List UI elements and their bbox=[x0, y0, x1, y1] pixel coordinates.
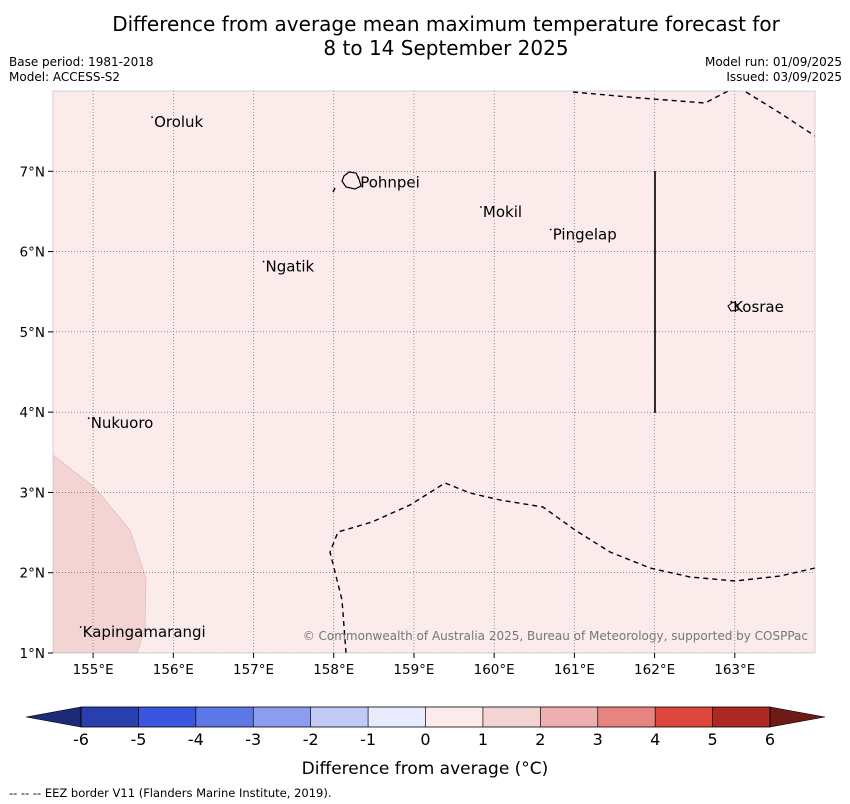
colorbar-tick-label: -6 bbox=[73, 730, 89, 749]
colorbar-label: Difference from average (°C) bbox=[302, 759, 549, 779]
island-marker-pohnpei bbox=[357, 176, 360, 179]
colorbar-tick-label: 5 bbox=[707, 730, 717, 749]
colorbar-tick-label: 6 bbox=[765, 730, 775, 749]
colorbar-swatch bbox=[81, 707, 139, 727]
issued-date: Issued: 03/09/2025 bbox=[726, 70, 842, 84]
place-label-pingelap: Pingelap bbox=[553, 226, 617, 244]
colorbar-tick-label: -2 bbox=[303, 730, 319, 749]
island-marker-kapingamarangi bbox=[79, 626, 82, 628]
model-name: Model: ACCESS-S2 bbox=[9, 70, 121, 84]
lon-tick-label: 156°E bbox=[153, 662, 194, 678]
colorbar-swatch bbox=[482, 707, 541, 727]
island-marker-mokil bbox=[480, 206, 482, 208]
place-label-kapingamarangi: Kapingamarangi bbox=[83, 623, 206, 641]
island-marker-ngatik bbox=[262, 260, 265, 263]
place-label-kosrae: Kosrae bbox=[733, 298, 784, 316]
lat-tick-label: 5°N bbox=[20, 325, 45, 341]
lat-tick-label: 3°N bbox=[20, 485, 45, 501]
colorbar-swatch bbox=[597, 707, 656, 727]
colorbar-swatch bbox=[540, 707, 599, 727]
axis-tick-labels: 155°E 156°E 157°E 158°E 159°E 160°E 161°E 162°E… bbox=[20, 164, 756, 678]
island-marker-pingelap bbox=[549, 228, 552, 231]
map-frame bbox=[52, 90, 816, 654]
pohnpei-island-outline bbox=[341, 171, 362, 190]
lon-tick-label: 158°E bbox=[313, 662, 354, 678]
colorbar: -6 -5 -4 -3 -2 -1 0 1 2 3 4 5 6 bbox=[25, 706, 826, 749]
colorbar-swatch bbox=[310, 707, 369, 727]
colorbar-swatch bbox=[195, 707, 254, 727]
island-marker-oroluk bbox=[151, 116, 153, 119]
colorbar-swatch bbox=[368, 707, 426, 727]
colorbar-tick-label: 4 bbox=[650, 730, 660, 749]
lon-tick-label: 155°E bbox=[73, 662, 114, 678]
meta-right: Model run: 01/09/2025 Issued: 03/09/2025 bbox=[705, 55, 842, 85]
island-marker-nukuoro bbox=[87, 417, 90, 420]
base-period: Base period: 1981-2018 bbox=[9, 55, 154, 69]
lon-tick-label: 157°E bbox=[233, 662, 274, 678]
island-marker-kosrae bbox=[730, 300, 733, 303]
place-label-mokil: Mokil bbox=[483, 203, 522, 221]
lat-tick-label: 4°N bbox=[20, 405, 45, 421]
map-background bbox=[53, 91, 815, 653]
colorbar-swatch bbox=[712, 707, 771, 727]
colorbar-outline bbox=[80, 706, 771, 728]
eez-border-stub bbox=[332, 187, 336, 193]
colorbar-tick-label: -4 bbox=[188, 730, 204, 749]
lat-tick-label: 2°N bbox=[20, 566, 45, 582]
lon-tick-label: 161°E bbox=[554, 662, 595, 678]
kosrae-island-outline bbox=[727, 301, 739, 312]
colorbar-swatch bbox=[138, 707, 197, 727]
title-line-1: Difference from average mean maximum tem… bbox=[112, 12, 780, 36]
lon-tick-label: 163°E bbox=[714, 662, 755, 678]
colorbar-tick-label: 3 bbox=[593, 730, 603, 749]
meta-left: Base period: 1981-2018 Model: ACCESS-S2 bbox=[9, 55, 154, 85]
graticule bbox=[53, 91, 815, 653]
colorbar-over-arrow bbox=[769, 706, 826, 728]
model-run: Model run: 01/09/2025 bbox=[704, 55, 842, 69]
chart-title: Difference from average mean maximum tem… bbox=[0, 12, 850, 60]
warm-anomaly-region bbox=[53, 454, 147, 653]
colorbar-tick-label: 1 bbox=[478, 730, 488, 749]
lon-tick-label: 162°E bbox=[634, 662, 675, 678]
colorbar-tick-label: 0 bbox=[420, 730, 430, 749]
lat-tick-label: 6°N bbox=[20, 245, 45, 261]
colorbar-tick-label: -1 bbox=[360, 730, 376, 749]
eez-border-northeast bbox=[745, 91, 815, 137]
colorbar-tick-label: -3 bbox=[245, 730, 261, 749]
place-labels: Oroluk Pohnpei Mokil Pingelap Ngatik Kosrae Nu… bbox=[79, 113, 784, 641]
eez-border-north bbox=[572, 91, 730, 104]
copyright-notice: © Commonwealth of Australia 2025, Bureau… bbox=[303, 629, 808, 643]
colorbar-swatch bbox=[655, 707, 713, 727]
place-label-oroluk: Oroluk bbox=[154, 113, 203, 131]
lat-tick-label: 7°N bbox=[20, 164, 45, 180]
title-line-2: 8 to 14 September 2025 bbox=[323, 36, 569, 60]
colorbar-swatch bbox=[425, 707, 484, 727]
colorbar-under-arrow bbox=[25, 706, 82, 728]
colorbar-tick-label: 2 bbox=[535, 730, 545, 749]
eez-borders bbox=[329, 91, 815, 653]
eez-border-south bbox=[329, 482, 815, 653]
colorbar-swatch bbox=[253, 707, 311, 727]
colorbar-tick-label: -5 bbox=[130, 730, 146, 749]
place-label-ngatik: Ngatik bbox=[266, 258, 315, 276]
place-label-pohnpei: Pohnpei bbox=[360, 173, 420, 191]
lon-tick-label: 160°E bbox=[474, 662, 515, 678]
place-label-nukuoro: Nukuoro bbox=[91, 414, 154, 432]
lat-tick-label: 1°N bbox=[20, 646, 45, 662]
footer-eez-note: -- -- -- EEZ border V11 (Flanders Marine… bbox=[9, 786, 332, 800]
lon-tick-label: 159°E bbox=[393, 662, 434, 678]
